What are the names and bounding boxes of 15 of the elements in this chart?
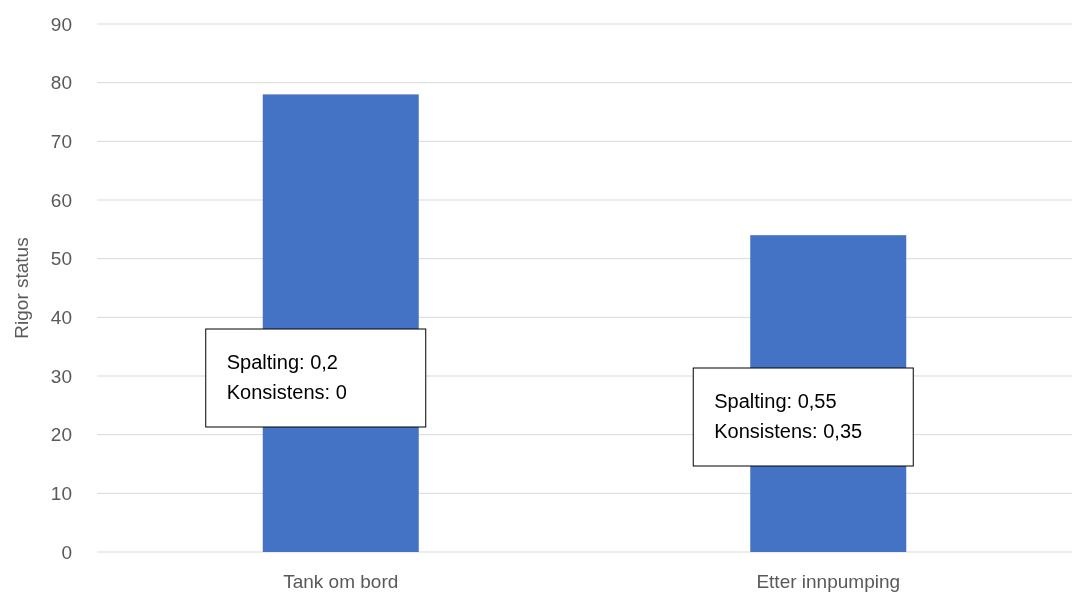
y-tick-label: 50 — [50, 248, 72, 270]
y-tick-label: 70 — [50, 130, 72, 152]
annotation: Spalting: 0,2 Konsistens: 0 — [226, 351, 347, 403]
x-tick-label: Etter innpumping — [756, 571, 901, 592]
y-tick-label: 0 — [61, 541, 72, 563]
y-tick-label: 10 — [50, 482, 72, 504]
y-tick-label: 90 — [50, 13, 72, 35]
y-tick-label: 40 — [50, 306, 72, 328]
y-tick-label: 80 — [50, 72, 72, 94]
y-tick-label: 30 — [50, 365, 72, 387]
x-tick-label: Tank om bord — [283, 571, 399, 592]
y-tick-label: 20 — [50, 424, 72, 446]
y-axis-title: Rigor status — [11, 237, 32, 339]
y-tick-label: 60 — [50, 189, 72, 211]
annotation: Spalting: 0,55 Konsistens: 0,35 — [714, 390, 863, 442]
